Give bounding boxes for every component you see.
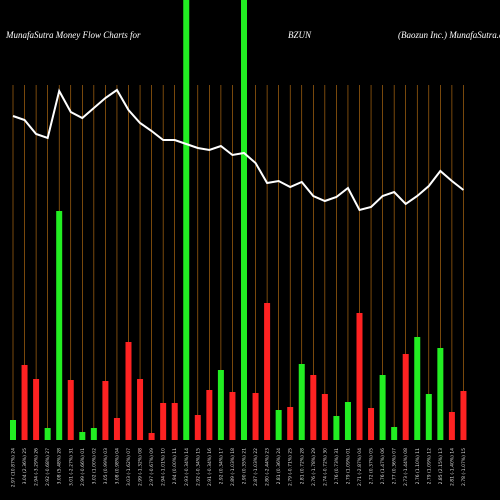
x-tick-label: 3.02 (1.00%) 02 bbox=[91, 448, 97, 485]
x-tick-label: 2.79 (-0.71%) 25 bbox=[288, 448, 294, 486]
x-tick-label: 2.99 (-0.66%) 01 bbox=[80, 448, 86, 486]
x-tick-label: 2.94 (-1.01%) 10 bbox=[161, 448, 167, 486]
x-tick-label: 2.89 (-1.03%) 18 bbox=[230, 448, 236, 486]
x-tick-label: 2.90 (0.35%) 21 bbox=[242, 448, 248, 485]
x-tick-label: 2.97 (-0.67%) 09 bbox=[149, 448, 155, 486]
x-tick-label: 2.92 (-0.34%) 15 bbox=[195, 448, 201, 486]
x-tick-label: 2.71 (-2.87%) 04 bbox=[357, 448, 363, 486]
bar bbox=[10, 420, 16, 440]
bar bbox=[67, 380, 74, 440]
chart-title: MunafaSutra Money Flow Charts for bbox=[5, 30, 141, 40]
x-tick-label: 2.94 (0.00%) 11 bbox=[172, 448, 178, 485]
x-tick-label: 2.93 (-0.34%) 14 bbox=[184, 448, 190, 486]
x-tick-label: 2.76 (-1.78%) 29 bbox=[311, 448, 317, 486]
bar bbox=[402, 354, 409, 440]
bar bbox=[33, 379, 40, 440]
bar bbox=[310, 375, 317, 440]
bar bbox=[90, 428, 97, 440]
bar bbox=[148, 433, 155, 440]
bar bbox=[137, 379, 144, 440]
x-tick-label: 3.01 (-2.27%) 31 bbox=[68, 448, 74, 486]
bar bbox=[241, 0, 247, 440]
price-line bbox=[12, 88, 465, 212]
bar bbox=[333, 416, 340, 440]
bar bbox=[252, 393, 259, 440]
x-tick-label: 2.73 (-1.44%) 08 bbox=[403, 448, 409, 486]
x-tick-label: 2.91 (-0.34%) 16 bbox=[207, 448, 213, 486]
bar bbox=[194, 415, 201, 440]
x-tick-label: 2.94 (-3.29%) 26 bbox=[34, 448, 40, 486]
x-tick-label: 2.81 (-1.40%) 14 bbox=[449, 448, 455, 486]
x-tick-label: 2.74 (-0.72%) 30 bbox=[322, 448, 328, 486]
x-tick-label: 3.04 (2.36%) 25 bbox=[22, 448, 28, 485]
bar bbox=[344, 402, 351, 440]
x-tick-label: 2.85 (2.15%) 13 bbox=[438, 448, 444, 485]
x-tick-label: 2.81 (0.72%) 28 bbox=[299, 448, 305, 485]
source: (Baozun Inc.) MunafaSutra.com bbox=[398, 30, 500, 40]
bar bbox=[287, 407, 294, 440]
bar bbox=[448, 412, 455, 440]
bar bbox=[368, 408, 375, 440]
x-tick-label: 3.08 (0.98%) 04 bbox=[114, 448, 120, 485]
bar bbox=[125, 342, 132, 440]
bar bbox=[321, 394, 328, 440]
bar bbox=[206, 390, 213, 440]
x-tick-label: 2.79 (1.09%) 12 bbox=[426, 448, 432, 485]
bar bbox=[460, 391, 467, 440]
x-tick-label: 3.08 (5.48%) 28 bbox=[57, 448, 63, 485]
x-tick-label: 2.76 (1.47%) 06 bbox=[380, 448, 386, 485]
bar bbox=[44, 428, 51, 440]
bar bbox=[437, 348, 444, 440]
x-tick-label: 2.87 (-1.03%) 22 bbox=[253, 448, 259, 486]
bar bbox=[183, 0, 190, 440]
bar bbox=[264, 303, 271, 440]
ticker: BZUN bbox=[288, 30, 312, 40]
x-tick-label: 3.03 (-1.62%) 07 bbox=[126, 448, 132, 486]
x-tick-label: 2.76 (0.73%) 31 bbox=[334, 448, 340, 485]
bar bbox=[298, 364, 305, 440]
bar bbox=[391, 427, 398, 440]
bar bbox=[56, 211, 63, 440]
bar bbox=[21, 365, 28, 440]
x-tick-label: 2.81 (0.36%) 24 bbox=[276, 448, 282, 485]
bar bbox=[379, 375, 386, 440]
bar bbox=[229, 392, 236, 440]
bar bbox=[171, 403, 178, 440]
x-tick-label: 2.80 (-2.44%) 23 bbox=[265, 448, 271, 486]
x-tick-label: 2.77 (0.36%) 07 bbox=[392, 448, 398, 485]
x-tick-label: 2.76 (1.10%) 11 bbox=[415, 448, 421, 485]
x-tick-label: 2.79 (1.09%) 01 bbox=[345, 448, 351, 485]
bar bbox=[102, 381, 109, 440]
bar bbox=[217, 370, 224, 440]
bar bbox=[414, 337, 421, 440]
x-tick-label: 2.92 (-0.68%) 27 bbox=[45, 448, 51, 486]
bar bbox=[425, 394, 432, 440]
bar bbox=[113, 418, 120, 440]
x-tick-label: 3.05 (0.99%) 03 bbox=[103, 448, 109, 485]
x-tick-label: 2.72 (0.37%) 05 bbox=[369, 448, 375, 485]
bar bbox=[356, 313, 363, 440]
bar bbox=[160, 403, 167, 440]
x-tick-label: 2.92 (0.34%) 17 bbox=[218, 448, 224, 485]
x-tick-label: 2.78 (-1.07%) 15 bbox=[461, 448, 467, 486]
bar bbox=[275, 410, 282, 440]
bar bbox=[79, 432, 86, 440]
x-tick-label: 2.99 (-1.32%) 08 bbox=[138, 448, 144, 486]
x-tick-label: 2.97 (10.87%) 24 bbox=[11, 448, 17, 487]
